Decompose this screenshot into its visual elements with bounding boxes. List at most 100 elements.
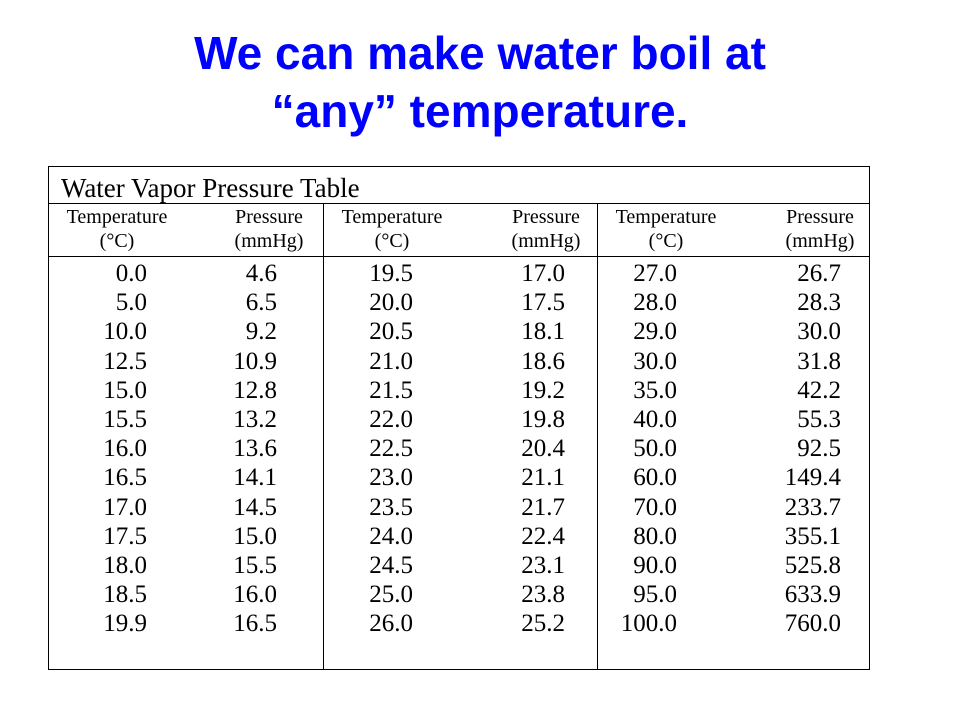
pressure-value: 25.2 — [521, 610, 565, 638]
temperature-value: 70.0 — [633, 493, 677, 521]
table-row: 70.0 233.7 — [598, 493, 869, 522]
table-title: Water Vapor Pressure Table — [61, 173, 360, 203]
temperature-header-line: (°C) — [374, 230, 410, 252]
table-divider-top — [49, 203, 869, 204]
pressure-value: 233.7 — [784, 493, 841, 521]
temperature-header: Temperature (°C) — [606, 205, 726, 253]
table-column-group-1: Temperature (°C) Pressure (mmHg) 0.0 4.6 5.0 6.… — [49, 203, 323, 669]
temperature-value: 0.0 — [115, 260, 147, 287]
table-row: 17.0 14.5 — [49, 493, 323, 522]
table-row: 16.5 14.1 — [49, 463, 323, 492]
pressure-value: 31.8 — [797, 347, 841, 375]
temperature-header: Temperature (°C) — [332, 205, 452, 253]
table-row: 100.0 760.0 — [598, 609, 869, 638]
pressure-header-line: Pressure — [235, 206, 303, 228]
pressure-value: 92.5 — [797, 435, 841, 463]
table-row: 15.5 13.2 — [49, 405, 323, 434]
pressure-value: 149.4 — [784, 464, 841, 492]
temperature-header-line: (°C) — [99, 230, 135, 252]
table-row: 26.0 25.2 — [324, 609, 597, 638]
pressure-value: 23.1 — [521, 551, 565, 579]
pressure-value: 18.1 — [521, 318, 565, 346]
temperature-value: 28.0 — [633, 289, 677, 317]
pressure-value: 15.0 — [233, 522, 277, 550]
temperature-value: 23.5 — [369, 493, 413, 521]
temperature-value: 21.0 — [369, 347, 413, 375]
temperature-value: 35.0 — [633, 376, 677, 404]
pressure-header-line: (mmHg) — [511, 230, 581, 252]
temperature-value: 27.0 — [633, 260, 677, 287]
pressure-value: 15.5 — [233, 551, 277, 579]
temperature-value: 12.5 — [103, 347, 147, 375]
table-row: 22.5 20.4 — [324, 434, 597, 463]
table-column-group-3: Temperature (°C) Pressure (mmHg) 27.0 26.7 28.… — [597, 203, 869, 669]
temperature-value: 17.5 — [103, 522, 147, 550]
slide-title: We can make water boil at “any” temperat… — [0, 24, 960, 140]
table-rows: 27.0 26.7 28.0 28.3 29.0 30.0 30.0 31.8 35.0 42.2… — [598, 259, 869, 638]
table-row: 12.5 10.9 — [49, 347, 323, 376]
temperature-value: 25.0 — [369, 581, 413, 609]
table-column-group-2: Temperature (°C) Pressure (mmHg) 19.5 17.0 20.… — [323, 203, 597, 669]
table-row: 20.5 18.1 — [324, 317, 597, 346]
temperature-header: Temperature (°C) — [57, 205, 177, 253]
pressure-value: 23.8 — [521, 581, 565, 609]
temperature-value: 5.0 — [115, 289, 147, 317]
table-row: 15.0 12.8 — [49, 376, 323, 405]
table-row: 30.0 31.8 — [598, 347, 869, 376]
table-row: 21.5 19.2 — [324, 376, 597, 405]
table-row: 40.0 55.3 — [598, 405, 869, 434]
table-row: 5.0 6.5 — [49, 288, 323, 317]
pressure-value: 30.0 — [797, 318, 841, 346]
table-row: 28.0 28.3 — [598, 288, 869, 317]
temperature-value: 40.0 — [633, 405, 677, 433]
temperature-value: 95.0 — [633, 581, 677, 609]
table-row: 16.0 13.6 — [49, 434, 323, 463]
pressure-value: 16.0 — [233, 581, 277, 609]
pressure-value: 26.7 — [797, 260, 841, 287]
table-row: 23.5 21.7 — [324, 493, 597, 522]
pressure-value: 21.7 — [521, 493, 565, 521]
pressure-header-line: Pressure — [786, 206, 854, 228]
table-row: 60.0 149.4 — [598, 463, 869, 492]
pressure-value: 17.5 — [521, 289, 565, 317]
table-row: 95.0 633.9 — [598, 580, 869, 609]
table-row: 19.5 17.0 — [324, 259, 597, 288]
pressure-value: 355.1 — [784, 522, 841, 550]
temperature-value: 24.0 — [369, 522, 413, 550]
temperature-value: 17.0 — [103, 493, 147, 521]
table-row: 90.0 525.8 — [598, 551, 869, 580]
table-row: 20.0 17.5 — [324, 288, 597, 317]
pressure-value: 28.3 — [797, 289, 841, 317]
temperature-value: 15.0 — [103, 376, 147, 404]
table-row: 0.0 4.6 — [49, 259, 323, 288]
table-rows: 0.0 4.6 5.0 6.5 10.0 9.2 12.5 10.9 15.0 12.8 15.5 1… — [49, 259, 323, 638]
pressure-value: 19.2 — [521, 376, 565, 404]
temperature-value: 100.0 — [620, 610, 677, 638]
pressure-value: 760.0 — [784, 610, 841, 638]
temperature-value: 24.5 — [369, 551, 413, 579]
pressure-header: Pressure (mmHg) — [496, 205, 596, 253]
table-row: 23.0 21.1 — [324, 463, 597, 492]
table-row: 24.0 22.4 — [324, 522, 597, 551]
table-row: 21.0 18.6 — [324, 347, 597, 376]
pressure-header: Pressure (mmHg) — [770, 205, 870, 253]
pressure-value: 9.2 — [245, 318, 277, 346]
pressure-header-line: (mmHg) — [234, 230, 304, 252]
table-row: 24.5 23.1 — [324, 551, 597, 580]
temperature-value: 80.0 — [633, 522, 677, 550]
temperature-value: 50.0 — [633, 435, 677, 463]
pressure-value: 13.6 — [233, 435, 277, 463]
temperature-value: 21.5 — [369, 376, 413, 404]
pressure-value: 20.4 — [521, 435, 565, 463]
pressure-value: 16.5 — [233, 610, 277, 638]
table-row: 10.0 9.2 — [49, 317, 323, 346]
temperature-value: 22.5 — [369, 435, 413, 463]
table-rows: 19.5 17.0 20.0 17.5 20.5 18.1 21.0 18.6 21.5 19.2… — [324, 259, 597, 638]
table-row: 18.0 15.5 — [49, 551, 323, 580]
temperature-header-line: Temperature — [341, 206, 443, 228]
pressure-value: 18.6 — [521, 347, 565, 375]
temperature-value: 19.9 — [103, 610, 147, 638]
pressure-value: 525.8 — [784, 551, 841, 579]
temperature-value: 26.0 — [369, 610, 413, 638]
pressure-value: 633.9 — [784, 581, 841, 609]
